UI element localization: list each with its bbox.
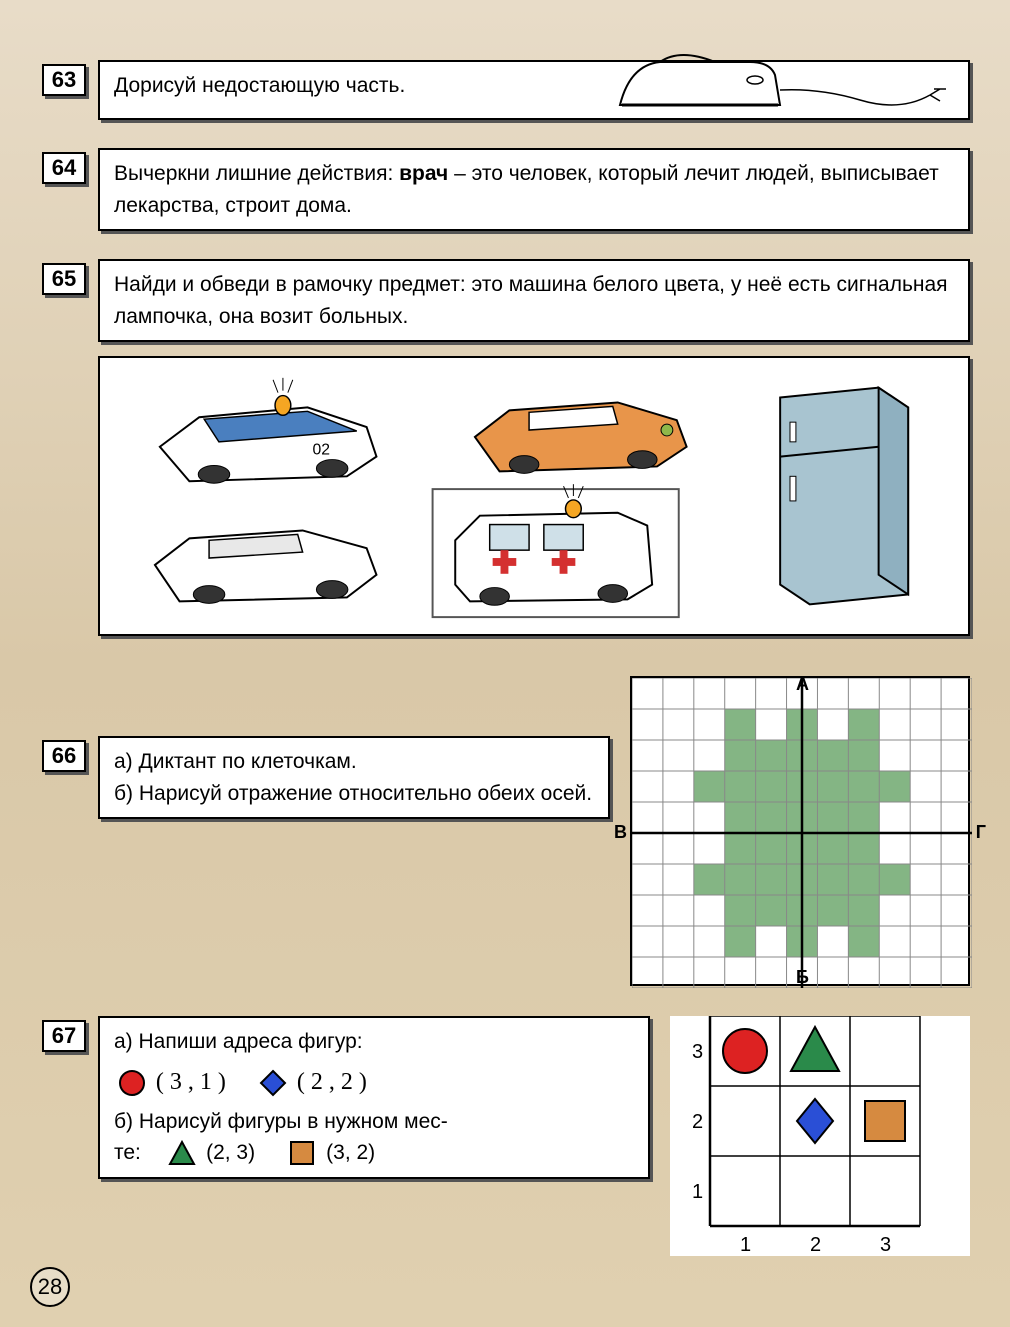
vehicles-panel: 02 (98, 356, 970, 636)
svg-text:3: 3 (692, 1041, 703, 1063)
t67-line-b2: те: (114, 1141, 141, 1164)
task-64: 64 Вычеркни лишние действия: врач – это … (50, 148, 970, 231)
orange-square-icon (288, 1139, 316, 1167)
task-66: 66 а) Диктант по клеточкам. б) Нарисуй о… (50, 736, 610, 819)
green-triangle-icon (168, 1139, 196, 1167)
axis-label-A: А (796, 674, 809, 695)
svg-text:02: 02 (312, 442, 330, 459)
task-text-box: Найди и обведи в рамочку предмет: это ма… (98, 259, 970, 342)
page-number: 28 (30, 1267, 70, 1307)
task-text-box: Вычеркни лишние действия: врач – это чел… (98, 148, 970, 231)
task-67-row: 67 а) Напиши адреса фигур: ( 3 , 1 ) ( 2… (50, 1016, 970, 1256)
task-text-box: Дорисуй недостающую часть. (98, 60, 970, 120)
square-coord: (3, 2) (326, 1141, 375, 1164)
t66-line-b: б) Нарисуй отражение относительно обеих … (114, 778, 594, 810)
workbook-page: 63 Дорисуй недостающую часть. 64 Вычеркн… (0, 0, 1010, 1327)
t67-line-b: б) Нарисуй фигуры в нужном мес- (114, 1110, 448, 1133)
reflection-grid: А Б В Г (630, 676, 970, 986)
svg-text:3: 3 (880, 1234, 891, 1256)
task-66-row: 66 а) Диктант по клеточкам. б) Нарисуй о… (50, 676, 970, 986)
axis-label-G: Г (976, 822, 986, 843)
t64-bold: врач (399, 162, 448, 185)
svg-text:2: 2 (692, 1111, 703, 1133)
svg-text:2: 2 (810, 1234, 821, 1256)
axis-label-V: В (614, 822, 627, 843)
task-number-badge: 65 (42, 263, 86, 295)
grid67-svg: 1 2 3 1 2 3 (670, 1016, 970, 1256)
circle-answer: ( 3 , 1 ) (156, 1069, 226, 1095)
triangle-coord: (2, 3) (206, 1141, 255, 1164)
coordinate-grid: 1 2 3 1 2 3 (670, 1016, 970, 1256)
task-text-box: а) Диктант по клеточкам. б) Нарисуй отра… (98, 736, 610, 819)
task-65: 65 Найди и обведи в рамочку предмет: это… (50, 259, 970, 636)
task-63: 63 Дорисуй недостающую часть. (50, 60, 970, 120)
red-circle-icon (118, 1069, 146, 1097)
svg-text:1: 1 (692, 1181, 703, 1203)
task-number-badge: 64 (42, 152, 86, 184)
task-number-badge: 66 (42, 740, 86, 772)
task-number-badge: 63 (42, 64, 86, 96)
task-67: 67 а) Напиши адреса фигур: ( 3 , 1 ) ( 2… (50, 1016, 650, 1179)
task-63-text: Дорисуй недостающую часть. (114, 74, 405, 97)
task-number-badge: 67 (42, 1020, 86, 1052)
vehicles-svg: 02 (110, 368, 958, 624)
axis-label-B: Б (796, 967, 809, 988)
t64-prefix: Вычеркни лишние действия: (114, 162, 399, 185)
svg-text:1: 1 (740, 1234, 751, 1256)
grid66-svg (632, 678, 972, 988)
task-text-box: а) Напиши адреса фигур: ( 3 , 1 ) ( 2 , … (98, 1016, 650, 1179)
t66-line-a: а) Диктант по клеточкам. (114, 746, 594, 778)
blue-diamond-icon (259, 1069, 287, 1097)
t67-line-a: а) Напиши адреса фигур: (114, 1026, 634, 1058)
diamond-answer: ( 2 , 2 ) (297, 1069, 367, 1095)
t65-text: Найди и обведи в рамочку предмет: это ма… (114, 273, 948, 328)
iron-illustration (600, 50, 960, 130)
